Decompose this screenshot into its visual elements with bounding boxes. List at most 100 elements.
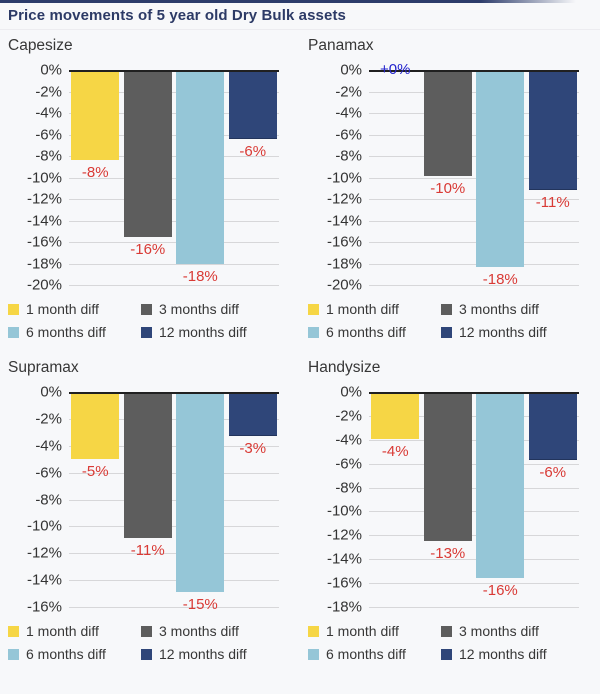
bar-value-label: -13% (430, 545, 466, 563)
bar-value-label: -10% (430, 180, 466, 198)
y-axis: 0% -2% -4% -6% -8% -10% -12% -14% -16% (8, 384, 62, 616)
chart-title-capesize: Capesize (8, 37, 73, 54)
gridline (69, 418, 279, 420)
gridline (369, 559, 579, 561)
chart-title-handysize: Handysize (308, 359, 381, 376)
gridline (369, 113, 579, 114)
chart-panel-supramax: Supramax 0% -2% -4% -6% -8% -10% -12% -14% -16% -… (0, 352, 300, 674)
legend-item: 6 months diff (308, 644, 441, 664)
bar-chart-handysize: 0% -2% -4% -6% -8% -10% -12% -14% -16% -18% -4% -13… (308, 384, 592, 616)
bar-1-month-diff (371, 392, 420, 439)
gridline (369, 415, 579, 417)
legend-label: 6 months diff (26, 646, 106, 662)
gridline (369, 199, 579, 200)
plot-area: -8% -16% -18% -6% (69, 70, 279, 286)
legend-label: 3 months diff (459, 623, 539, 639)
legend-swatch-3-months-diff (441, 303, 452, 315)
gridline (369, 607, 579, 608)
legend-swatch-3-months-diff (441, 625, 452, 637)
legend-label: 6 months diff (326, 646, 406, 662)
y-tick-label: 0% (40, 61, 62, 79)
y-tick-label: -16% (26, 233, 62, 251)
y-tick-label: -10% (326, 502, 362, 520)
y-tick-label: -6% (35, 464, 62, 482)
legend-item: 12 months diff (141, 644, 292, 664)
bar-12-months-diff (228, 70, 277, 139)
legend-handysize: 1 month diff 3 months diff 6 months diff 12… (308, 621, 592, 664)
page-title: Price movements of 5 year old Dry Bulk a… (8, 7, 346, 24)
y-tick-label: -10% (326, 169, 362, 186)
legend-swatch-1-month-diff (8, 303, 19, 315)
bar-value-label: -18% (182, 267, 218, 285)
gridline (69, 177, 279, 179)
legend-swatch-12-months-diff (441, 648, 452, 660)
y-tick-label: -16% (326, 233, 362, 251)
chart-title-panamax: Panamax (308, 37, 374, 54)
y-tick-label: -14% (26, 571, 62, 589)
gridline (369, 583, 579, 585)
gridline (369, 535, 579, 537)
y-tick-label: -2% (335, 83, 362, 100)
y-tick-label: -16% (26, 598, 62, 616)
zero-axis-line (369, 70, 579, 72)
bar-value-label: -18% (482, 270, 518, 288)
legend-label: 3 months diff (459, 301, 539, 317)
gridline (369, 263, 579, 265)
chart-panel-handysize: Handysize 0% -2% -4% -6% -8% -10% -12% -14% -16%… (300, 352, 600, 674)
bar-3-months-diff (423, 70, 472, 177)
plot-area: -4% -13% -16% -6% (369, 392, 579, 608)
bar-value-label: -4% (381, 442, 409, 460)
legend-item: 3 months diff (441, 621, 592, 641)
y-tick-label: 0% (340, 61, 362, 79)
bar-1-month-diff (71, 392, 120, 460)
y-tick-label: -12% (326, 190, 362, 208)
gridline (369, 285, 579, 286)
gridline (69, 580, 279, 582)
y-tick-label: -14% (326, 550, 362, 568)
legend-capesize: 1 month diff 3 months diff 6 months diff 12… (8, 299, 292, 342)
zero-axis-line (69, 392, 279, 394)
gridline (369, 463, 579, 465)
gridline (369, 220, 579, 222)
gridline (69, 607, 279, 608)
gridline (69, 263, 279, 265)
bar-value-label: -16% (130, 240, 166, 258)
bar-6-months-diff (176, 392, 225, 593)
y-tick-label: -8% (35, 491, 62, 508)
bar-value-label: -5% (81, 463, 109, 481)
y-tick-label: -2% (35, 83, 62, 100)
gridline (69, 156, 279, 157)
bar-value-label: -3% (239, 440, 267, 458)
bar-3-months-diff (123, 70, 172, 237)
gridline (69, 242, 279, 243)
legend-item: 1 month diff (8, 621, 141, 641)
y-tick-label: -10% (26, 517, 62, 535)
legend-item: 12 months diff (441, 644, 592, 664)
gridline (69, 220, 279, 222)
y-tick-label: -20% (326, 276, 362, 294)
y-tick-label: -14% (26, 212, 62, 229)
y-tick-label: -2% (335, 407, 362, 425)
y-tick-label: -18% (326, 598, 362, 616)
legend-item: 12 months diff (441, 322, 592, 342)
gridline (69, 526, 279, 528)
bar-12-months-diff (228, 392, 277, 437)
gridline (369, 511, 579, 513)
legend-swatch-3-months-diff (141, 303, 152, 315)
legend-swatch-6-months-diff (8, 326, 19, 338)
legend-swatch-6-months-diff (308, 648, 319, 660)
y-tick-label: -8% (35, 147, 62, 165)
bar-value-label: -11% (130, 542, 165, 560)
bar-6-months-diff (476, 70, 525, 267)
legend-item: 1 month diff (8, 299, 141, 319)
chart-panel-panamax: Panamax 0% -2% -4% -6% -8% -10% -12% -14% -16% -1… (300, 30, 600, 352)
legend-swatch-12-months-diff (141, 326, 152, 338)
gridline (369, 134, 579, 136)
bar-value-label: -15% (182, 596, 218, 614)
bar-6-months-diff (476, 392, 525, 579)
gridline (69, 472, 279, 474)
legend-item: 3 months diff (141, 299, 292, 319)
gridline (369, 91, 579, 93)
legend-swatch-1-month-diff (308, 625, 319, 637)
gridline (69, 134, 279, 136)
